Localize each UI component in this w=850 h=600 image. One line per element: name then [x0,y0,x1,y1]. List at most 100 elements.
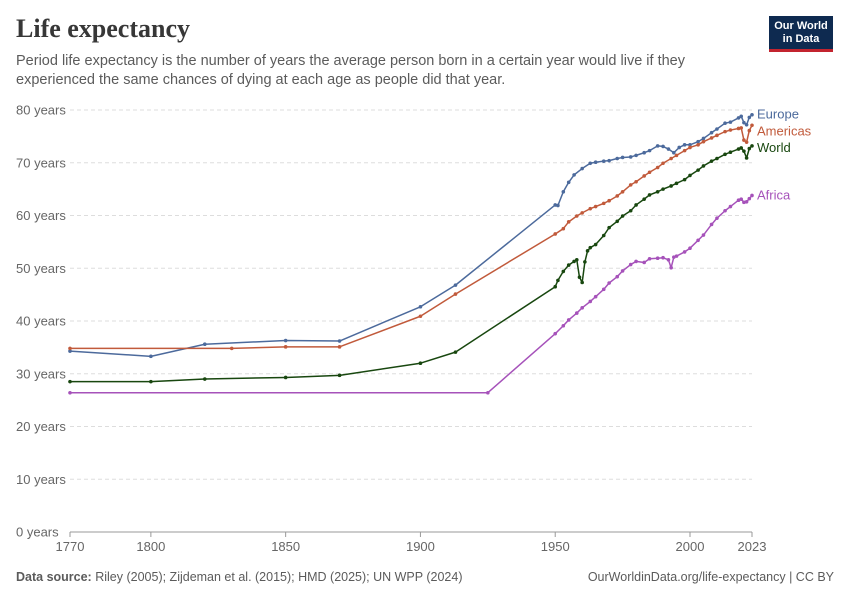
y-tick-label: 80 years [16,103,66,118]
data-point-world [577,275,582,280]
data-point-europe [723,121,727,125]
data-point-world [701,164,706,168]
data-point-world [736,147,741,151]
data-point-world [750,144,754,148]
series-label-europe: Europe [757,107,799,122]
y-tick-label: 0 years [16,525,59,540]
data-point-africa [615,274,620,279]
x-tick-label: 1950 [541,539,570,554]
data-point-world [585,249,590,253]
data-point-africa [601,287,606,292]
y-tick-label: 60 years [16,208,66,223]
data-point-europe [580,166,584,171]
data-point-europe [661,144,665,149]
data-point-africa [580,306,584,310]
data-point-africa [655,256,660,261]
y-tick-label: 50 years [16,261,66,276]
data-point-africa [634,259,638,264]
data-point-americas [283,345,288,349]
data-point-world [739,146,744,150]
data-point-africa [709,222,714,227]
data-point-americas [68,346,72,351]
data-point-africa [553,331,558,336]
data-point-americas [601,201,606,206]
data-point-world [688,173,692,178]
data-point-africa [647,256,652,261]
data-point-world [647,193,652,197]
x-tick-label: 1770 [56,539,85,554]
data-point-europe [682,143,687,147]
y-tick-label: 10 years [16,472,66,487]
series-line-africa[interactable] [70,194,753,394]
data-point-americas [723,129,727,134]
data-point-europe [747,115,752,120]
data-point-europe [561,189,566,194]
data-point-africa [701,233,706,237]
data-point-world [574,258,579,262]
data-point-americas [669,156,673,161]
data-point-africa [696,238,700,243]
data-point-europe [677,145,682,150]
logo-line-1: Our World [774,20,828,32]
data-point-europe [739,114,744,119]
data-point-world [583,260,587,264]
y-tick-label: 40 years [16,314,66,329]
data-point-world [620,214,625,218]
data-point-americas [661,161,665,166]
data-point-europe [647,148,652,153]
data-point-world [283,375,288,380]
footer-source: Data source: Riley (2005); Zijdeman et a… [16,570,463,584]
owid-logo[interactable]: Our World in Data [769,16,833,52]
data-point-americas [736,126,741,131]
x-tick-label: 2000 [676,539,705,554]
series-line-world[interactable] [70,145,753,383]
data-point-europe [688,143,692,147]
data-point-world [572,259,576,264]
data-point-africa [593,294,598,299]
data-point-americas [655,165,660,170]
x-tick-label: 2023 [738,539,767,554]
footer-link[interactable]: OurWorldinData.org/life-expectancy | CC … [587,570,834,584]
series-line-americas[interactable] [70,124,753,350]
data-point-americas [615,194,620,198]
data-point-europe [666,147,671,151]
page-title: Life expectancy [16,14,191,43]
data-point-europe [337,339,342,343]
data-point-americas [701,139,706,144]
data-point-world [744,156,749,160]
series-label-africa: Africa [757,187,791,202]
series-label-world: World [757,140,791,155]
data-point-europe [715,127,719,131]
data-point-world [202,377,207,381]
data-point-europe [149,354,153,359]
data-point-americas [566,220,571,224]
data-point-world [674,181,679,186]
data-point-americas [728,128,733,132]
data-point-world [453,350,458,354]
data-point-europe [283,338,288,343]
data-point-europe [572,173,576,177]
data-point-africa [747,196,752,201]
data-point-world [696,168,700,172]
data-point-americas [607,198,611,203]
data-point-africa [674,254,679,258]
data-point-africa [486,390,490,395]
data-point-americas [739,126,744,130]
data-point-world [566,263,571,267]
data-point-europe [634,153,638,158]
data-point-americas [742,138,746,142]
data-point-americas [744,140,749,144]
data-point-europe [68,349,72,353]
data-point-europe [601,159,606,163]
data-point-europe [744,122,749,127]
data-point-europe [453,283,458,287]
x-tick-label: 1900 [406,539,435,554]
data-point-africa [661,255,665,260]
data-point-africa [607,281,611,285]
data-point-americas [747,128,752,133]
data-point-americas [715,133,719,138]
axis-layer: 0 years 10 years 20 years 30 years 40 years 5… [16,103,766,555]
data-point-world [661,187,665,191]
data-point-americas [588,206,593,211]
